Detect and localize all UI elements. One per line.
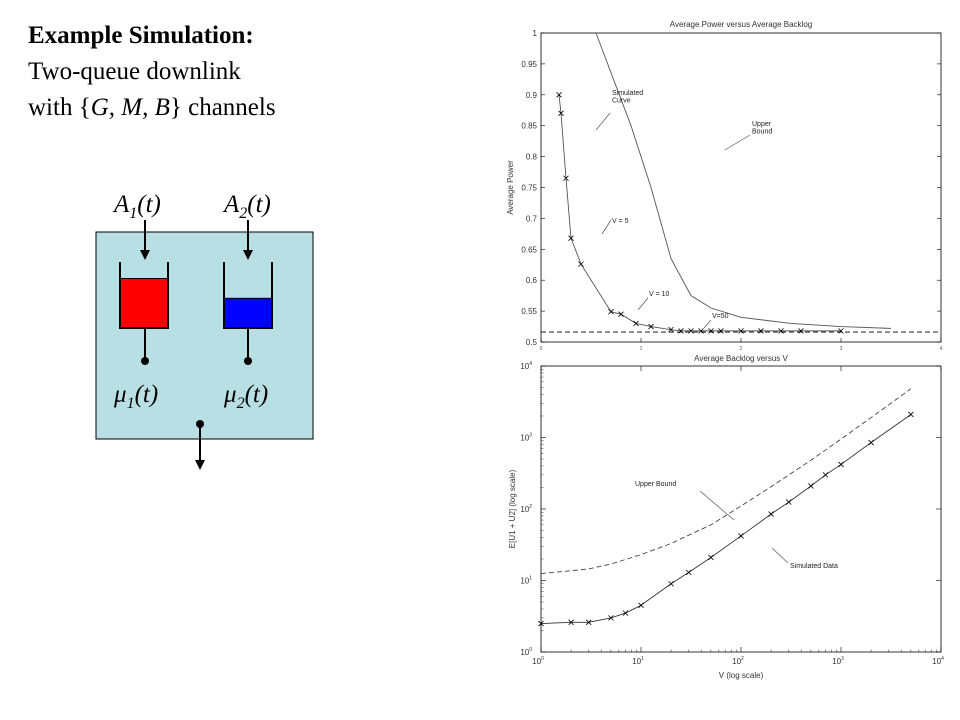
- x-tick-label: 3: [840, 346, 843, 352]
- annotation-v10: V = 10: [649, 291, 670, 298]
- data-point: [822, 472, 829, 478]
- y-tick-label: 0.65: [521, 245, 537, 254]
- data-point: [568, 619, 574, 626]
- series-line-0: [540, 414, 912, 624]
- annotation-upper-bound: Upper Bound: [635, 481, 676, 488]
- data-point: [563, 175, 569, 182]
- annotation-leader: [699, 490, 735, 521]
- y-axis-label: Average Power: [506, 160, 515, 215]
- annotation-leader: [601, 219, 612, 235]
- data-point: [633, 320, 639, 327]
- series-line-1: [595, 32, 892, 329]
- data-point: [558, 110, 564, 117]
- y-tick-label: 0.95: [521, 60, 537, 69]
- slide-title-line-2: Two-queue downlink: [28, 58, 241, 85]
- annotation-simulated-data: Simulated Data: [790, 563, 838, 570]
- y-tick-label: 103: [520, 433, 532, 443]
- service-label-1: μ1(t): [113, 381, 158, 412]
- chart-title: Average Power versus Average Backlog: [670, 20, 812, 29]
- y-tick-label: 0.55: [521, 307, 537, 316]
- service-label-2: μ2(t): [223, 381, 268, 412]
- data-point: [608, 615, 614, 621]
- data-point: [622, 610, 629, 616]
- data-point: [538, 620, 544, 627]
- chart-title: Average Backlog versus V: [694, 354, 788, 363]
- data-point: [585, 619, 592, 626]
- arrival-label-2: A2(t): [222, 191, 271, 222]
- y-tick-label: 0.5: [526, 338, 538, 347]
- annotation-upper-bound: Upper Bound: [752, 121, 772, 136]
- data-point: [568, 235, 574, 241]
- series-line-0: [558, 94, 841, 332]
- data-point: [618, 311, 624, 317]
- y-tick-label: 1: [533, 29, 538, 38]
- y-tick-label: 0.7: [526, 214, 538, 223]
- slide-title-line-3: with {G, M, B} channels: [28, 94, 276, 121]
- annotation-leader: [595, 112, 611, 131]
- x-tick-label: 1: [640, 346, 643, 352]
- arrival-label-1: A1(t): [112, 191, 161, 222]
- annotation-leader: [771, 547, 789, 564]
- x-tick-label: 4: [940, 346, 943, 352]
- x-tick-label: 0: [540, 346, 543, 352]
- data-point: [838, 461, 844, 468]
- output-arrow: [195, 420, 205, 470]
- annotation-leader: [703, 319, 712, 329]
- data-point: [668, 580, 674, 587]
- annotation-v5: V = 5: [612, 218, 629, 225]
- annotation-v50: V=50: [712, 313, 729, 320]
- slide-title: Example Simulation: Two-queue downlink w…: [28, 18, 276, 126]
- data-point: [578, 261, 584, 267]
- x-tick-label: 2: [740, 346, 743, 352]
- data-point: [738, 533, 744, 539]
- y-tick-label: 100: [520, 647, 532, 657]
- annotation-leader: [637, 297, 649, 311]
- data-point: [808, 483, 814, 489]
- y-tick-label: 0.8: [526, 153, 538, 162]
- slide-title-heading: Example Simulation:: [28, 22, 254, 49]
- y-tick-label: 0.85: [521, 122, 537, 131]
- queue-2: [223, 262, 273, 365]
- data-point: [685, 569, 692, 576]
- data-point: [908, 411, 914, 418]
- x-tick-label: 101: [632, 656, 644, 666]
- y-tick-label: 0.75: [521, 184, 537, 193]
- data-point: [668, 326, 674, 333]
- y-tick-label: 0.6: [526, 276, 538, 285]
- x-tick-label: 102: [732, 656, 744, 666]
- annotation-simulated-curve: Simulated Curve: [612, 90, 643, 105]
- x-tick-label: 100: [532, 656, 544, 666]
- data-point: [708, 554, 714, 561]
- data-point: [608, 308, 614, 315]
- plot-frame: [540, 365, 942, 653]
- y-tick-label: 104: [520, 361, 532, 371]
- data-point: [638, 602, 644, 609]
- x-tick-label: 103: [832, 656, 844, 666]
- arrival-arrow-1: [140, 220, 150, 260]
- data-point: [556, 92, 562, 98]
- data-point: [648, 323, 654, 330]
- annotation-leader: [724, 134, 751, 151]
- arrival-arrow-2: [243, 220, 253, 260]
- y-tick-label: 0.9: [526, 91, 538, 100]
- y-axis-label: E[U1 + U2] (log scale): [508, 469, 517, 548]
- data-point: [768, 511, 774, 517]
- data-point: [868, 439, 874, 446]
- series-line-1: [540, 388, 912, 575]
- queue-1: [119, 262, 169, 365]
- y-tick-label: 101: [520, 576, 532, 586]
- power-vs-backlog-chart: Average Power versus Average Backlog0.50…: [506, 20, 943, 352]
- data-point: [785, 499, 792, 505]
- diagram-panel: [95, 231, 314, 440]
- queue-diagram: A1(t) A2(t) μ1(t) μ2(t): [95, 191, 314, 470]
- x-axis-label: V (log scale): [719, 671, 764, 680]
- x-tick-label: 104: [932, 656, 944, 666]
- y-tick-label: 102: [520, 504, 532, 514]
